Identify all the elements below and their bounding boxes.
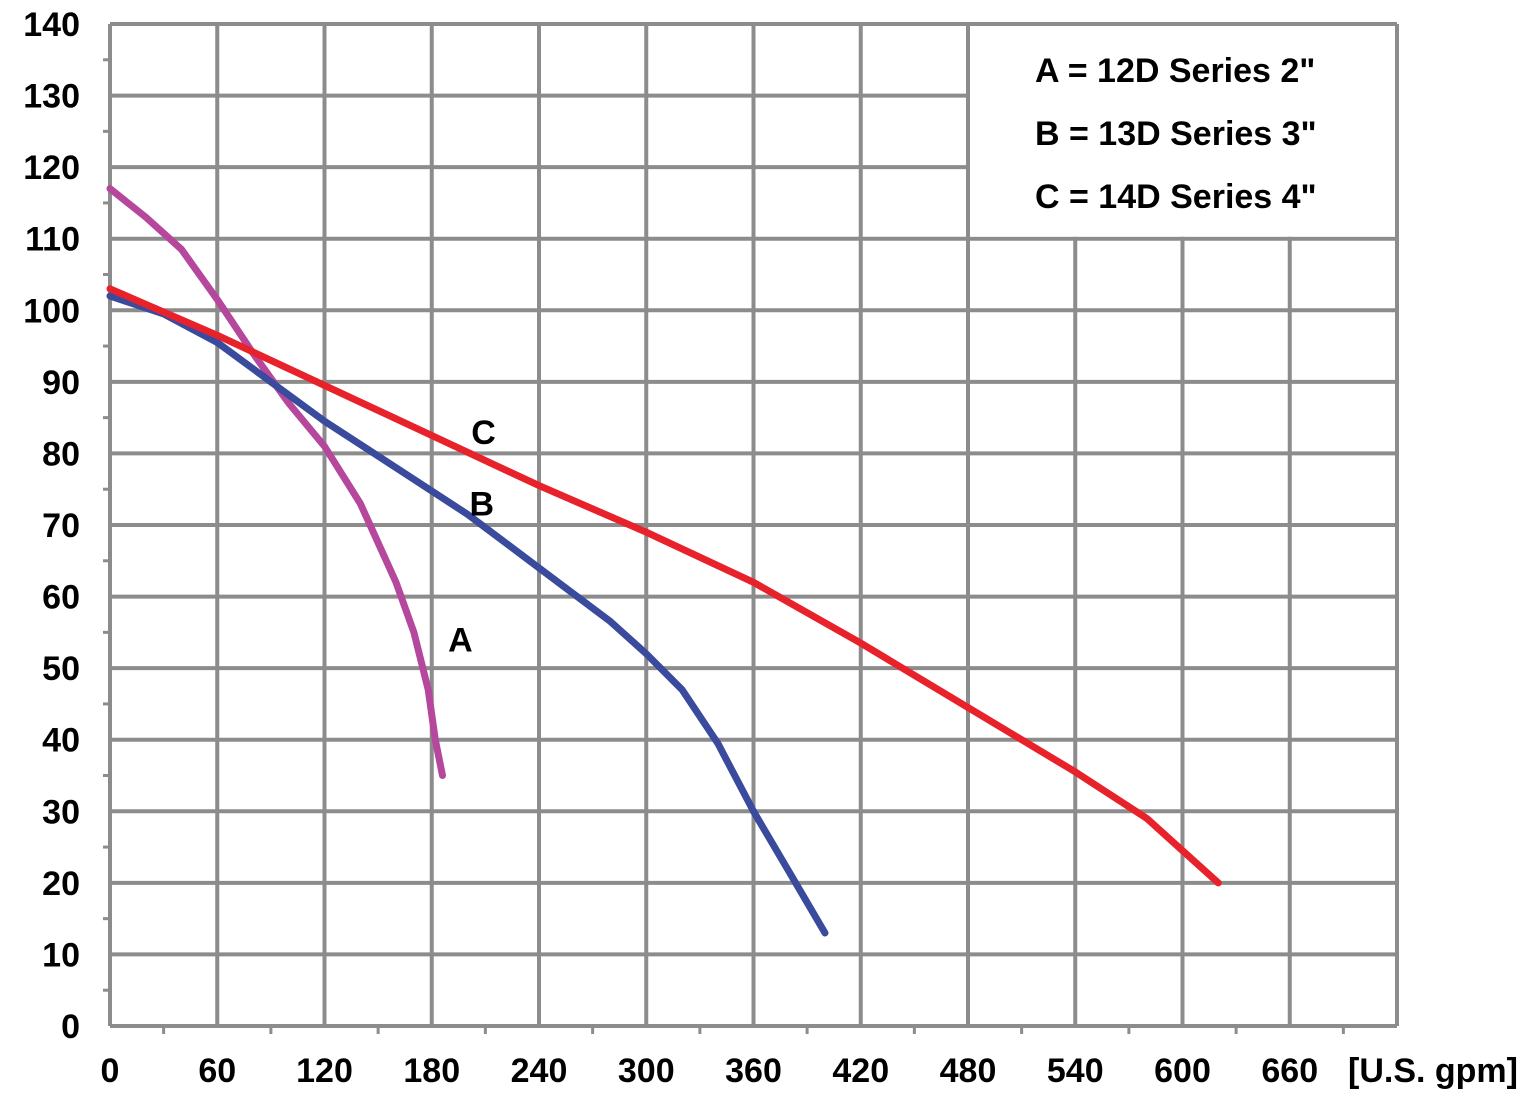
x-axis-tick-labels: 0 60 120 180 240 300 360 420 480 540 600 660 bbox=[101, 1052, 1319, 1090]
legend-entry: A = 12D Series 2" bbox=[1035, 52, 1315, 90]
series-line-B bbox=[106, 292, 829, 937]
curve-label-A: A bbox=[448, 622, 473, 660]
x-tick-label: 420 bbox=[832, 1052, 889, 1090]
curve-label-B: B bbox=[470, 486, 495, 524]
x-tick-label: 360 bbox=[725, 1052, 782, 1090]
x-tick-label: 480 bbox=[940, 1052, 997, 1090]
x-tick-label: 0 bbox=[101, 1052, 120, 1090]
y-tick-label: 110 bbox=[25, 221, 80, 259]
y-tick-label: 50 bbox=[42, 650, 80, 688]
minor-ticks bbox=[103, 58, 1345, 1034]
series-lines bbox=[106, 185, 1222, 937]
y-tick-label: 90 bbox=[42, 364, 80, 402]
x-tick-label: 600 bbox=[1154, 1052, 1211, 1090]
y-tick-label: 0 bbox=[61, 1008, 80, 1046]
legend-entry: B = 13D Series 3" bbox=[1035, 115, 1317, 153]
x-tick-label: 120 bbox=[296, 1052, 353, 1090]
x-tick-label: 60 bbox=[198, 1052, 236, 1090]
y-tick-label: 100 bbox=[23, 292, 80, 330]
x-tick-label: 240 bbox=[511, 1052, 568, 1090]
y-tick-label: 120 bbox=[23, 149, 80, 187]
y-tick-label: 70 bbox=[42, 507, 80, 545]
x-tick-label: 180 bbox=[403, 1052, 460, 1090]
x-tick-label: 540 bbox=[1047, 1052, 1104, 1090]
x-tick-label: 300 bbox=[618, 1052, 675, 1090]
y-tick-label: 40 bbox=[42, 722, 80, 760]
y-tick-label: 20 bbox=[42, 865, 80, 903]
series-line-C bbox=[106, 285, 1222, 887]
legend-box bbox=[970, 26, 1395, 237]
y-tick-label: 140 bbox=[23, 6, 80, 44]
legend-entry: C = 14D Series 4" bbox=[1035, 178, 1317, 216]
y-tick-label: 60 bbox=[42, 579, 80, 617]
curve-label-C: C bbox=[471, 414, 496, 452]
curve-labels: A BC bbox=[448, 414, 496, 660]
y-tick-label: 10 bbox=[42, 936, 80, 974]
x-tick-label: 660 bbox=[1261, 1052, 1318, 1090]
series-line-A bbox=[106, 185, 446, 779]
x-axis-label: [U.S. gpm] bbox=[1348, 1052, 1518, 1090]
y-axis-tick-labels: 0 10 20 30 40 50 60 70 80 90 100 110 120 130 140 bbox=[23, 6, 80, 1046]
y-tick-label: 80 bbox=[42, 435, 80, 473]
legend: A = 12D Series 2" B = 13D Series 3" C = 14… bbox=[970, 26, 1395, 237]
y-tick-label: 130 bbox=[23, 78, 80, 116]
y-tick-label: 30 bbox=[42, 793, 80, 831]
